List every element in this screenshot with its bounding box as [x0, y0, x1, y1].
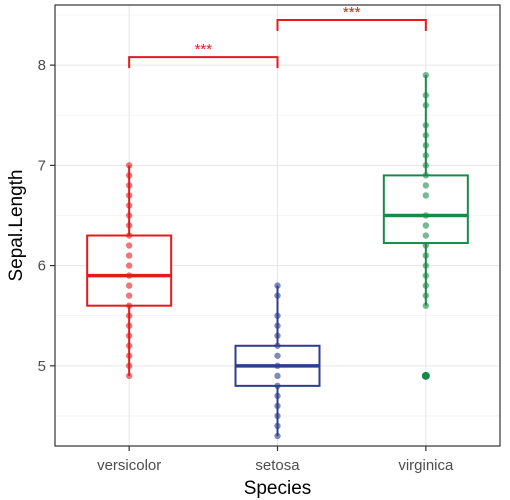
- data-point: [274, 402, 281, 410]
- data-point: [422, 182, 430, 189]
- data-point: [422, 122, 430, 129]
- data-point: [274, 342, 281, 349]
- data-point: [422, 142, 430, 149]
- data-point: [274, 282, 281, 289]
- boxes: [86, 71, 469, 440]
- significance-bracket: ***: [276, 4, 427, 32]
- data-point: [125, 342, 133, 349]
- data-point: [274, 382, 281, 390]
- data-point: [125, 222, 133, 229]
- data-point: [422, 102, 430, 109]
- y-tick-label: 6: [38, 258, 46, 275]
- data-point: [274, 372, 281, 380]
- data-point: [422, 252, 430, 259]
- data-point: [274, 362, 281, 370]
- data-point: [125, 372, 133, 380]
- data-point: [125, 242, 133, 249]
- data-point: [422, 172, 430, 179]
- data-point: [125, 262, 133, 269]
- data-point: [274, 412, 281, 420]
- box-setosa: [234, 282, 321, 440]
- data-point: [422, 232, 430, 239]
- data-point: [125, 192, 133, 199]
- data-point: [422, 192, 430, 199]
- y-tick-label: 5: [38, 358, 46, 375]
- data-point: [422, 302, 430, 309]
- data-point: [422, 212, 430, 219]
- data-point: [422, 242, 430, 249]
- data-point: [125, 272, 133, 279]
- data-point: [125, 202, 133, 209]
- bracket-line: [276, 19, 427, 32]
- x-axis-title: Species: [244, 478, 312, 499]
- data-point: [125, 332, 133, 339]
- significance-label: ***: [343, 4, 361, 21]
- data-point: [125, 252, 133, 259]
- outlier-point: [421, 371, 430, 380]
- y-tick-label: 8: [38, 57, 46, 74]
- data-point: [422, 152, 430, 159]
- significance-label: ***: [195, 41, 213, 58]
- significance-bracket: ***: [128, 41, 279, 69]
- data-point: [274, 332, 281, 339]
- box-virginica: [382, 71, 469, 380]
- data-point: [125, 312, 133, 319]
- data-point: [274, 352, 281, 359]
- data-point: [422, 132, 430, 139]
- annotations: *** ***: [128, 4, 427, 69]
- data-point: [125, 352, 133, 359]
- x-axis: versicolor setosa virginica: [97, 446, 454, 474]
- data-point: [422, 262, 430, 269]
- data-point: [274, 422, 281, 430]
- data-point: [422, 272, 430, 279]
- data-point: [274, 432, 281, 440]
- data-point: [125, 162, 133, 169]
- data-point: [125, 302, 133, 309]
- data-point: [274, 322, 281, 329]
- data-point: [125, 172, 133, 179]
- data-point: [125, 232, 133, 239]
- x-tick-label: setosa: [255, 457, 300, 474]
- data-point: [274, 292, 281, 299]
- data-point: [422, 71, 430, 79]
- data-point: [422, 92, 430, 99]
- data-point: [274, 312, 281, 319]
- data-point: [125, 322, 133, 329]
- box-versicolor: [86, 162, 173, 380]
- data-point: [274, 392, 281, 400]
- data-point: [422, 292, 430, 299]
- data-point: [125, 212, 133, 219]
- y-axis-title: Sepal.Length: [6, 170, 27, 282]
- y-axis: 5 6 7 8: [38, 57, 55, 375]
- x-tick-label: virginica: [398, 457, 454, 474]
- data-point: [422, 162, 430, 169]
- y-tick-label: 7: [38, 157, 46, 174]
- data-point: [125, 182, 133, 189]
- data-point: [125, 362, 133, 370]
- data-point: [125, 282, 133, 289]
- data-point: [422, 222, 430, 229]
- x-tick-label: versicolor: [97, 457, 161, 474]
- data-point: [422, 282, 430, 289]
- bracket-line: [128, 56, 279, 69]
- data-point: [125, 292, 133, 299]
